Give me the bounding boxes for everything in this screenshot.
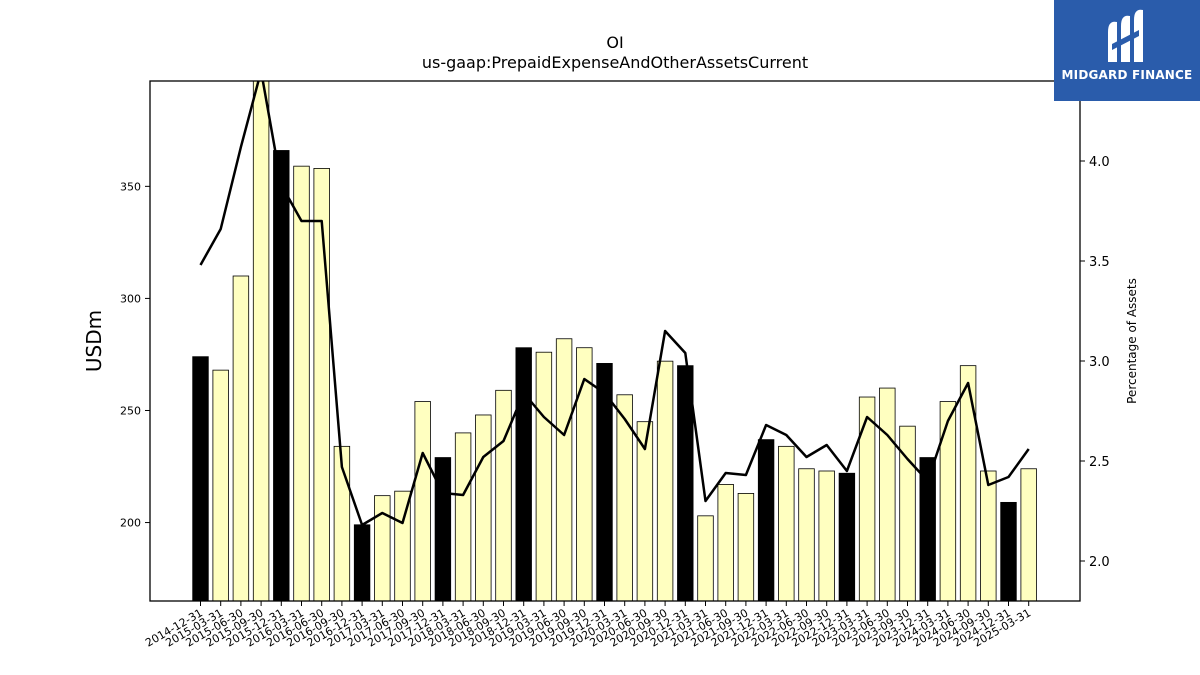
bar-2017-06-30 xyxy=(394,490,411,601)
bar-2016-09-30 xyxy=(333,445,351,601)
y-tick-label: 200 xyxy=(120,517,141,530)
x-axis: 2014-12-312015-03-312015-06-302015-09-30… xyxy=(143,601,1033,650)
bar-2019-12-31 xyxy=(596,363,613,601)
y2-tick-label: 2.5 xyxy=(1089,455,1110,470)
bar-2017-12-31 xyxy=(434,457,452,601)
bar-2019-09-30 xyxy=(576,347,593,601)
bar-2023-09-30 xyxy=(899,425,916,601)
bar-2022-09-30 xyxy=(818,470,835,601)
y2-tick-label: 4.0 xyxy=(1089,155,1110,170)
bar-2023-03-31 xyxy=(858,396,876,601)
line-series xyxy=(199,81,1030,527)
bar-2017-03-31 xyxy=(374,495,391,601)
y2-tick-label: 3.0 xyxy=(1089,355,1110,370)
bar-2022-03-31 xyxy=(778,445,795,601)
y-axis-left: 200 250 300 350 xyxy=(120,180,150,530)
y-axis-right: 2.0 2.5 3.0 3.5 4.0 xyxy=(1080,155,1110,570)
bar-2015-03-31 xyxy=(212,369,229,601)
bar-2015-09-30 xyxy=(252,81,270,601)
chart-subtitle: us-gaap:PrepaidExpenseAndOtherAssetsCurr… xyxy=(422,53,808,72)
bar-2017-09-30 xyxy=(414,401,431,601)
y-axis-label: USDm xyxy=(82,310,106,372)
y-tick-label: 300 xyxy=(120,292,141,305)
brand-logo: MIDGARD FINANCE xyxy=(1054,0,1200,101)
bar-2021-03-31 xyxy=(697,515,714,601)
y2-tick-label: 2.0 xyxy=(1089,555,1110,570)
bar-2018-12-31 xyxy=(515,347,532,601)
y2-tick-label: 3.5 xyxy=(1089,255,1110,270)
bar-2019-03-31 xyxy=(535,351,553,601)
y-tick-label: 250 xyxy=(120,404,141,417)
bar-2022-06-30 xyxy=(798,468,815,601)
bar-2020-09-30 xyxy=(656,360,674,601)
bar-2018-03-31 xyxy=(454,432,472,601)
logo-text: MIDGARD FINANCE xyxy=(1061,68,1193,82)
bar-2019-06-30 xyxy=(555,338,573,601)
bar-2018-09-30 xyxy=(495,389,512,601)
bar-2024-06-30 xyxy=(959,365,977,601)
line-percentage-of-assets xyxy=(199,81,1030,527)
bar-2021-12-31 xyxy=(757,439,775,601)
bar-2024-12-31 xyxy=(1000,501,1017,601)
y2-axis-label: Percentage of Assets xyxy=(1125,278,1139,404)
logo-mark-icon xyxy=(1108,9,1143,62)
y-tick-label: 350 xyxy=(120,180,141,193)
bar-2022-12-31 xyxy=(838,472,856,601)
bar-2015-06-30 xyxy=(232,275,250,601)
bar-2024-09-30 xyxy=(980,470,997,601)
chart-title: OI xyxy=(606,33,623,52)
bar-2025-03-31 xyxy=(1020,468,1037,601)
bar-2015-12-31 xyxy=(273,150,290,601)
bar-2020-12-31 xyxy=(677,365,694,601)
bar-2021-06-30 xyxy=(717,484,734,601)
bar-2023-06-30 xyxy=(879,387,896,601)
bar-2016-03-31 xyxy=(293,165,310,601)
bar-2018-06-30 xyxy=(475,414,492,601)
bar-2016-12-31 xyxy=(353,524,371,601)
bar-2014-12-31 xyxy=(192,356,209,601)
bar-2024-03-31 xyxy=(939,401,957,601)
bar-series xyxy=(192,81,1037,601)
bar-2020-03-31 xyxy=(616,394,633,601)
plot-frame xyxy=(149,80,1081,602)
bar-2020-06-30 xyxy=(636,421,654,601)
bar-2021-09-30 xyxy=(737,493,755,601)
